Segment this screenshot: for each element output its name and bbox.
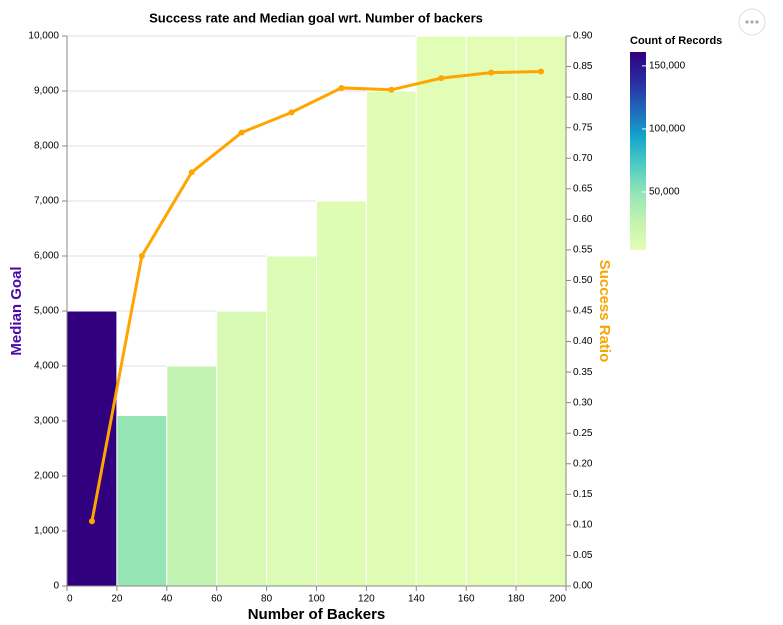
y-tick-label: 7,000 — [34, 196, 59, 207]
y-tick-label: 4,000 — [34, 361, 59, 372]
legend-title: Count of Records — [630, 35, 722, 47]
y2-tick-label: 0.25 — [573, 428, 593, 439]
line-point — [438, 75, 445, 82]
bar — [515, 35, 567, 587]
y2-tick-label: 0.80 — [573, 92, 593, 103]
x-tick-label: 100 — [308, 594, 325, 605]
line-point — [288, 109, 295, 116]
y2-tick-label: 0.10 — [573, 520, 593, 531]
x-tick-label: 200 — [549, 594, 566, 605]
line-point — [338, 84, 345, 91]
x-tick-label: 20 — [111, 594, 123, 605]
y-tick-label: 10,000 — [28, 31, 59, 42]
y2-tick-label: 0.15 — [573, 489, 593, 500]
x-tick-label: 180 — [508, 594, 525, 605]
y2-tick-label: 0.00 — [573, 581, 593, 592]
y2-tick-label: 0.85 — [573, 61, 593, 72]
x-tick-label: 160 — [458, 594, 475, 605]
line-point — [238, 129, 245, 136]
y-tick-label: 5,000 — [34, 306, 59, 317]
bar — [66, 310, 118, 587]
bar — [116, 415, 168, 587]
dot — [745, 20, 749, 24]
bar — [415, 35, 467, 587]
y2-tick-label: 0.05 — [573, 550, 593, 561]
bar — [216, 310, 268, 587]
y2-tick-label: 0.60 — [573, 214, 593, 225]
line-point — [538, 68, 545, 75]
x-tick-label: 140 — [408, 594, 425, 605]
y2-axis-title: Success Ratio — [596, 260, 613, 363]
legend-label: 100,000 — [649, 124, 686, 135]
menu-button[interactable] — [738, 8, 766, 36]
y2-tick-label: 0.50 — [573, 275, 593, 286]
y-axis-title: Median Goal — [8, 266, 25, 355]
y2-tick-label: 0.75 — [573, 122, 593, 133]
y2-tick-label: 0.45 — [573, 306, 593, 317]
y2-tick-label: 0.30 — [573, 397, 593, 408]
y-tick-label: 0 — [53, 581, 59, 592]
bar — [266, 255, 318, 587]
y-tick-label: 3,000 — [34, 416, 59, 427]
x-tick-label: 40 — [161, 594, 173, 605]
y2-tick-label: 0.90 — [573, 31, 593, 42]
legend-label: 150,000 — [649, 61, 686, 72]
line — [90, 69, 542, 522]
y-tick-label: 9,000 — [34, 86, 59, 97]
bar — [465, 35, 517, 587]
y-tick-label: 1,000 — [34, 526, 59, 537]
y-tick-label: 6,000 — [34, 251, 59, 262]
bar — [365, 90, 417, 587]
y-tick-label: 2,000 — [34, 471, 59, 482]
y2-tick-label: 0.40 — [573, 336, 593, 347]
line-point — [88, 518, 95, 525]
y2-tick-label: 0.20 — [573, 458, 593, 469]
y2-tick-label: 0.35 — [573, 367, 593, 378]
x-tick-label: 80 — [261, 594, 273, 605]
x-tick-label: 60 — [211, 594, 223, 605]
x-tick-label: 120 — [358, 594, 375, 605]
line-point — [388, 86, 395, 93]
legend-gradient — [630, 52, 646, 250]
legend-label: 50,000 — [649, 187, 680, 198]
y2-tick-label: 0.65 — [573, 183, 593, 194]
x-tick-label: 0 — [67, 594, 73, 605]
line-point — [488, 69, 495, 76]
x-axis-title: Number of Backers — [248, 606, 386, 623]
y2-tick-label: 0.70 — [573, 153, 593, 164]
chart-title: Success rate and Median goal wrt. Number… — [149, 10, 483, 25]
y-tick-label: 8,000 — [34, 141, 59, 152]
dot — [755, 20, 759, 24]
bar — [166, 365, 218, 587]
bar — [316, 200, 367, 587]
line-point — [188, 169, 195, 176]
y2-tick-label: 0.55 — [573, 245, 593, 256]
dot — [750, 20, 754, 24]
line-point — [138, 253, 145, 259]
